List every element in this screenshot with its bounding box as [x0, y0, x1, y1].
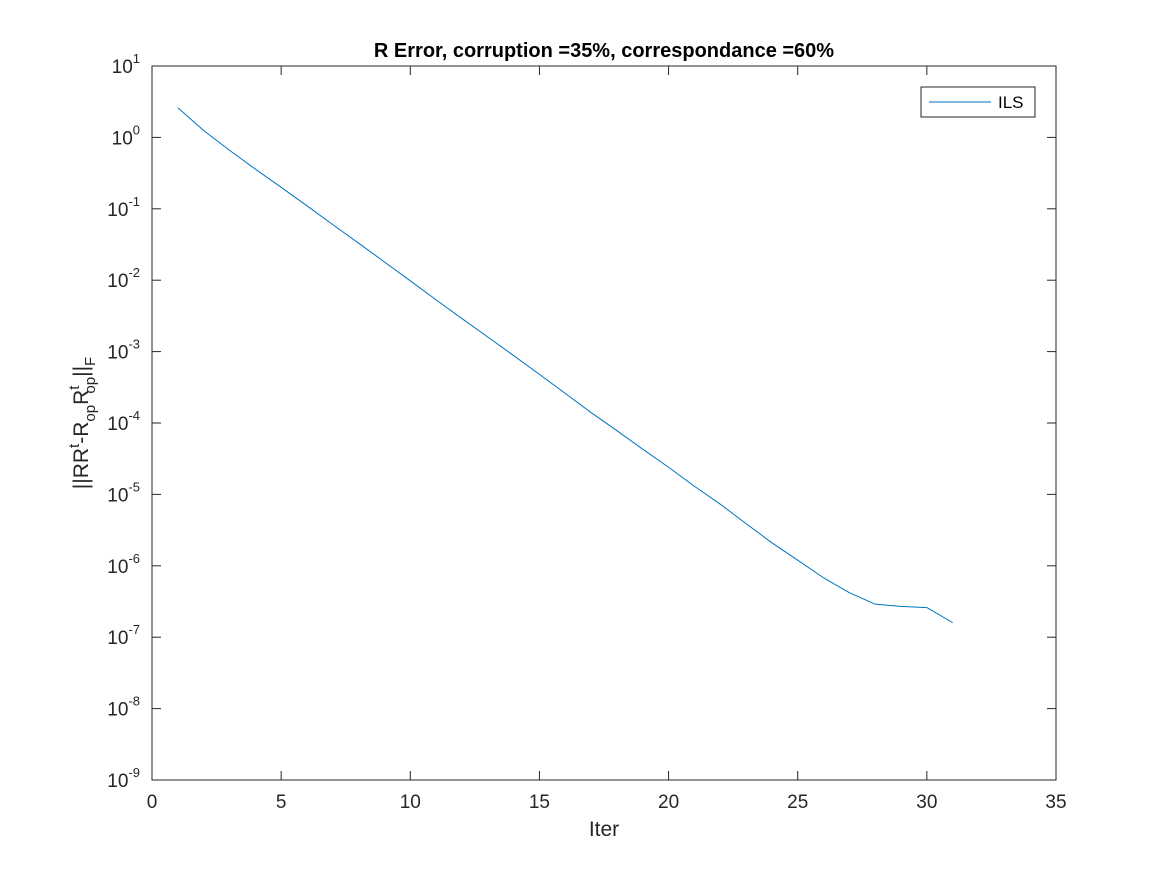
- y-tick-base: 10: [112, 128, 133, 149]
- series-layer: [177, 107, 953, 624]
- x-tick-label: 15: [529, 792, 550, 813]
- x-tick-label: 35: [1045, 792, 1066, 813]
- y-tick-base: 10: [107, 200, 128, 221]
- y-tick-exponent: -8: [128, 694, 140, 709]
- y-tick-exponent: -3: [128, 337, 140, 352]
- y-tick-base: 10: [107, 557, 128, 578]
- y-tick-base: 10: [107, 485, 128, 506]
- y-axis-label-part: t: [66, 385, 83, 390]
- y-tick-label: 10-5: [107, 479, 140, 506]
- y-tick-exponent: 1: [133, 51, 140, 66]
- y-tick-base: 10: [107, 271, 128, 292]
- x-tick-label: 30: [916, 792, 937, 813]
- y-tick-exponent: -2: [128, 265, 140, 280]
- y-tick-base: 10: [107, 343, 128, 364]
- y-tick-label: 10-9: [107, 765, 140, 792]
- y-tick-exponent: -5: [128, 479, 140, 494]
- y-tick-base: 10: [107, 628, 128, 649]
- y-tick-base: 10: [107, 771, 128, 792]
- y-tick-exponent: 0: [133, 122, 140, 137]
- y-axis-label: ||RRt-RopRtop||F: [66, 357, 99, 489]
- y-axis-label-part: ||RR: [70, 448, 93, 489]
- y-tick-base: 10: [112, 57, 133, 78]
- y-tick-label: 10-7: [107, 622, 140, 649]
- y-tick-label: 10-4: [107, 408, 140, 435]
- legend-label-ils: ILS: [998, 93, 1024, 112]
- legend: ILS: [920, 86, 1036, 118]
- x-tick-label: 5: [276, 792, 287, 813]
- x-tick-label: 25: [787, 792, 808, 813]
- axes-box: [151, 65, 1057, 781]
- y-axis-label-part: R: [70, 390, 93, 405]
- y-tick-labels: 10-910-810-710-610-510-410-310-210-11001…: [107, 51, 140, 792]
- y-axis-label-part: op: [82, 377, 99, 394]
- y-axis-label-part: ||: [70, 366, 93, 377]
- x-tick-label: 0: [147, 792, 158, 813]
- y-tick-label: 101: [112, 51, 140, 78]
- y-tick-base: 10: [107, 414, 128, 435]
- y-tick-label: 100: [112, 122, 140, 149]
- y-axis-label-part: op: [82, 405, 99, 422]
- y-tick-exponent: -4: [128, 408, 140, 423]
- y-tick-label: 10-3: [107, 337, 140, 364]
- x-axis-label: Iter: [589, 818, 619, 841]
- y-tick-label: 10-8: [107, 694, 140, 721]
- y-axis-label-part: -R: [70, 422, 93, 444]
- y-tick-base: 10: [107, 700, 128, 721]
- y-tick-exponent: -1: [128, 194, 140, 209]
- x-tick-label: 20: [658, 792, 679, 813]
- y-tick-exponent: -6: [128, 551, 140, 566]
- y-axis-label-part: t: [66, 443, 83, 448]
- x-tick-labels: 0 5 10 15 20 25 30 35: [147, 792, 1067, 813]
- y-tick-label: 10-1: [107, 194, 140, 221]
- x-tick-label: 10: [400, 792, 421, 813]
- plot-area: [152, 66, 1056, 780]
- series-line-ils: [177, 107, 953, 624]
- y-tick-exponent: -9: [128, 765, 140, 780]
- y-axis-label-part: F: [82, 357, 99, 366]
- y-tick-exponent: -7: [128, 622, 140, 637]
- chart-title: R Error, corruption =35%, correspondance…: [374, 40, 834, 62]
- y-tick-label: 10-2: [107, 265, 140, 292]
- axis-ticks: [151, 65, 1057, 781]
- y-tick-label: 10-6: [107, 551, 140, 578]
